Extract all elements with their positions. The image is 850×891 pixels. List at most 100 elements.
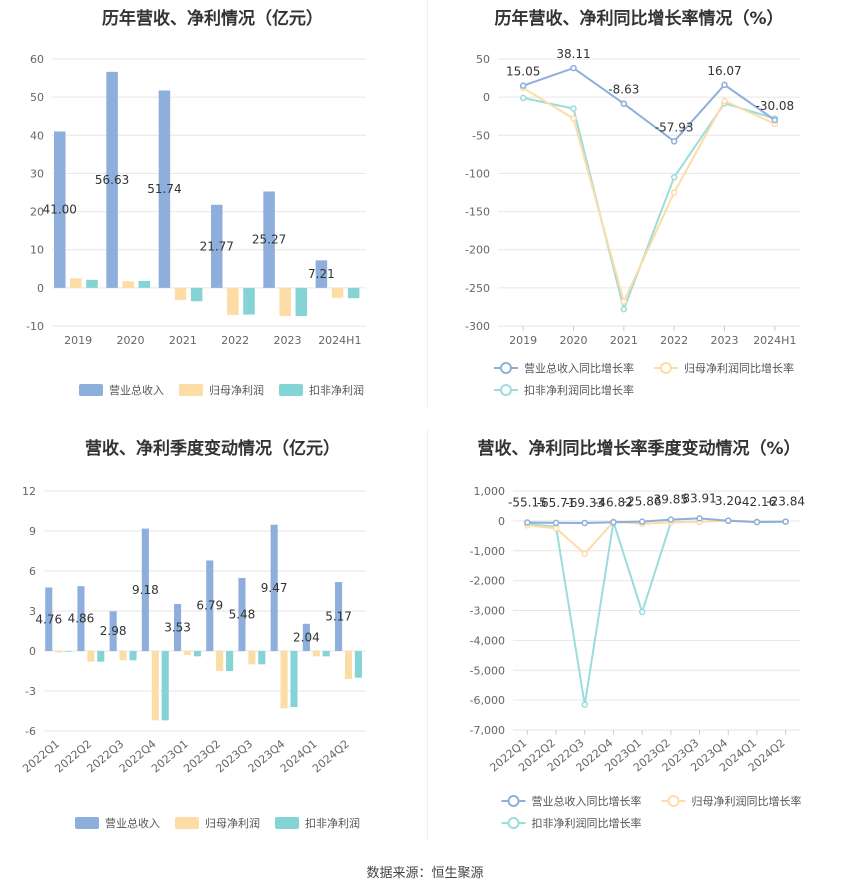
quarterly-bar-panel: 营收、净利季度变动情况（亿元） -6 -3 0 3 6 9 12 4.76 2022Q1 4.86…	[0, 430, 425, 850]
data-label: 5.48	[229, 607, 256, 621]
y-tick-label: 40	[30, 129, 44, 142]
y-tick-label: 0	[37, 282, 44, 295]
series-line	[527, 517, 786, 524]
bar	[210, 204, 223, 288]
quarterly-growth-panel: 营收、净利同比增长率季度变动情况（%） -7,000 -6,000 -5,000 -4…	[428, 430, 850, 850]
bar	[70, 278, 82, 288]
bar	[258, 651, 266, 665]
legend-label: 归母净利润同比增长率	[692, 794, 802, 808]
y-tick-label: 0	[29, 645, 36, 658]
data-point	[721, 97, 728, 105]
data-label: 15.05	[506, 65, 540, 79]
y-tick-label: -3	[25, 685, 36, 698]
data-point	[570, 64, 577, 72]
bar	[138, 280, 151, 288]
bar	[109, 611, 117, 651]
data-point	[670, 189, 678, 196]
data-label: 2.98	[100, 624, 127, 638]
series-line	[522, 96, 776, 313]
bar	[354, 651, 362, 678]
data-point	[667, 516, 675, 523]
x-tick-label: 2019	[509, 334, 537, 347]
bar	[190, 287, 203, 302]
legend-label: 扣非净利润	[309, 383, 364, 397]
data-point	[771, 116, 779, 124]
y-tick-label: 0	[498, 515, 505, 528]
data-point	[570, 105, 577, 112]
annual-growth-chart: -300 -250 -200 -150 -100 -50 0 50 2019 2020 2021 20…	[465, 47, 800, 397]
bar	[55, 651, 63, 653]
data-label: 39.85	[654, 493, 688, 507]
y-tick-label: 50	[30, 91, 44, 104]
y-tick-label: -2,000	[470, 575, 505, 588]
bar	[174, 287, 187, 301]
quarterly-growth-chart: -7,000 -6,000 -5,000 -4,000 -3,000 -2,000 -1,0…	[470, 485, 805, 830]
y-tick-label: -10	[26, 320, 44, 333]
bar	[270, 524, 278, 651]
bar	[86, 279, 98, 288]
data-label: -23.84	[766, 495, 805, 509]
bar	[344, 651, 353, 679]
y-tick-label: -250	[465, 282, 490, 295]
bar	[65, 651, 73, 652]
bar	[97, 651, 105, 662]
legend-marker	[660, 362, 672, 374]
legend-label: 扣非净利润同比增长率	[532, 816, 642, 830]
bar	[243, 287, 255, 315]
x-tick-label: 2024H1	[318, 334, 361, 347]
bar	[193, 651, 201, 657]
legend-label: 归母净利润	[209, 383, 264, 397]
legend-label: 扣非净利润同比增长率	[524, 383, 634, 397]
y-tick-label: -50	[472, 129, 490, 142]
data-label: 9.47	[261, 581, 288, 595]
data-label: 38.11	[556, 47, 590, 61]
annual-bar-panel: 历年营收、净利情况（亿元） -10 0 10 20 30 40 50 60 41.00 2019 5…	[0, 0, 425, 410]
bar	[315, 260, 328, 288]
legend-label: 归母净利润同比增长率	[684, 361, 794, 375]
legend-label: 营业总收入	[105, 816, 160, 830]
bar	[45, 587, 53, 651]
data-label: -42.16	[738, 495, 777, 509]
legend-swatch	[275, 817, 299, 829]
legend-swatch	[79, 384, 103, 396]
data-point	[610, 519, 617, 526]
chart-title: 历年营收、净利同比增长率情况（%）	[494, 9, 784, 29]
data-label: -57.93	[655, 120, 694, 134]
legend-label: 营业总收入	[109, 383, 164, 397]
annual-revenue-profit-chart: -10 0 10 20 30 40 50 60 41.00 2019 56.63 2020 51.74 2…	[26, 53, 366, 397]
data-label: 6.79	[196, 599, 223, 613]
data-point	[581, 519, 588, 527]
legend-marker	[507, 795, 520, 807]
bar	[174, 603, 182, 651]
bar	[183, 651, 192, 655]
y-tick-label: 60	[30, 53, 44, 66]
bar	[331, 287, 344, 298]
x-tick-label: 2021	[610, 334, 638, 347]
x-tick-label: 2020	[117, 334, 145, 347]
y-tick-label: 30	[30, 167, 44, 180]
bar	[87, 651, 95, 662]
data-point	[620, 298, 628, 305]
y-tick-label: 10	[30, 244, 44, 257]
bar	[280, 651, 288, 709]
y-tick-label: 0	[483, 91, 490, 104]
vertical-divider-lower	[427, 430, 428, 840]
y-tick-label: 50	[476, 53, 490, 66]
data-label: -69.33	[565, 496, 604, 510]
legend-marker	[500, 362, 512, 374]
data-point	[581, 701, 588, 708]
data-label: 16.07	[707, 64, 741, 78]
bar	[302, 623, 310, 651]
data-point	[519, 82, 527, 89]
bar	[151, 651, 159, 721]
y-tick-label: 1,000	[474, 485, 506, 498]
bar	[248, 651, 256, 665]
chart-title: 营收、净利同比增长率季度变动情况（%）	[477, 439, 801, 459]
chart-title: 营收、净利季度变动情况（亿元）	[85, 439, 340, 459]
data-point	[725, 517, 732, 525]
legend-marker	[667, 795, 680, 807]
x-tick-label: 2023	[274, 334, 302, 347]
bar	[335, 582, 343, 651]
legend-swatch	[175, 817, 199, 829]
y-tick-label: -100	[465, 167, 490, 180]
